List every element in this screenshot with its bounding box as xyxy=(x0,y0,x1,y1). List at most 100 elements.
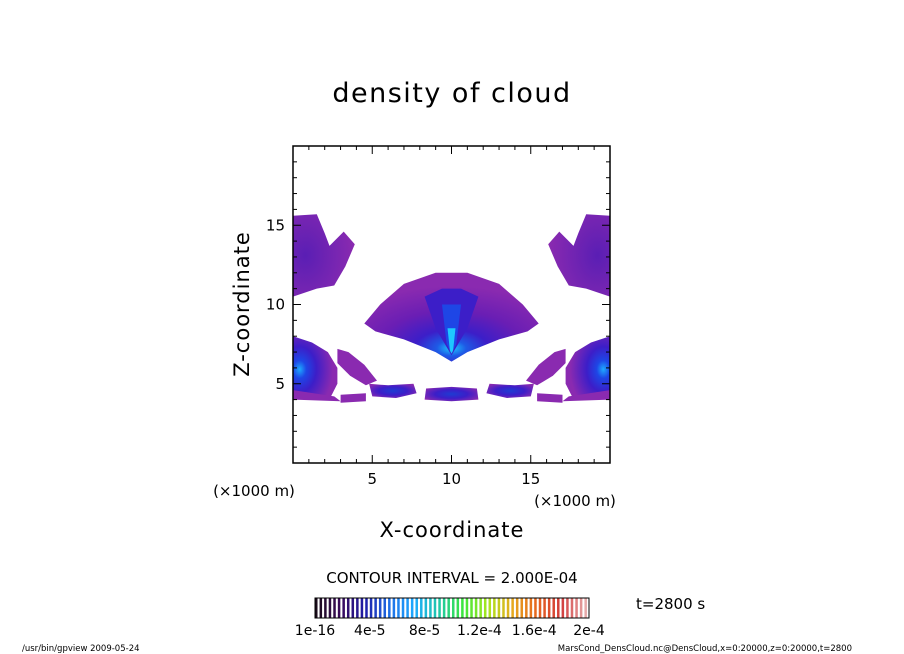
colorbar-swatch xyxy=(315,598,318,618)
colorbar-swatch xyxy=(552,598,555,618)
lower-left-wisp xyxy=(337,348,377,386)
colorbar-swatch xyxy=(456,598,460,618)
time-label: t=2800 s xyxy=(636,595,705,613)
colorbar-swatch xyxy=(497,598,501,618)
colorbar-swatch xyxy=(410,598,414,618)
colorbar xyxy=(315,598,587,618)
colorbar-swatch xyxy=(429,598,432,618)
colorbar-swatch xyxy=(452,598,455,618)
colorbar-swatch xyxy=(324,598,327,618)
colorbar-swatch xyxy=(337,598,341,618)
right-core-region xyxy=(565,336,610,397)
colorbar-swatch xyxy=(442,598,446,618)
colorbar-swatch xyxy=(465,598,469,618)
y-tick-label: 5 xyxy=(275,375,285,393)
colorbar-tick-label: 8e-5 xyxy=(409,623,440,639)
colorbar-swatch xyxy=(342,598,345,618)
colorbar-swatch xyxy=(502,598,505,618)
base-blob-right xyxy=(486,383,534,398)
colorbar-swatch xyxy=(561,598,565,618)
colorbar-swatch xyxy=(579,598,583,618)
colorbar-swatch xyxy=(351,598,355,618)
colorbar-swatch xyxy=(369,598,373,618)
colorbar-swatch xyxy=(424,598,428,618)
colorbar-swatch xyxy=(392,598,396,618)
base-strip-left xyxy=(340,393,366,403)
right-floor-strip xyxy=(562,390,610,402)
colorbar-swatch xyxy=(319,598,323,618)
colorbar-swatch xyxy=(420,598,423,618)
colorbar-swatch xyxy=(333,598,336,618)
colorbar-swatch xyxy=(365,598,368,618)
colorbar-swatch xyxy=(461,598,464,618)
colorbar-swatch xyxy=(538,598,542,618)
colorbar-tick-label: 1e-16 xyxy=(295,623,335,639)
left-core-region xyxy=(293,336,338,397)
colorbar-swatch xyxy=(470,598,473,618)
colorbar-swatch xyxy=(525,598,528,618)
left-floor-strip xyxy=(293,390,341,402)
colorbar-swatch xyxy=(360,598,364,618)
colorbar-swatch xyxy=(383,598,387,618)
colorbar-swatch xyxy=(557,598,560,618)
colorbar-swatch xyxy=(566,598,569,618)
colorbar-tick-label: 4e-5 xyxy=(354,623,385,639)
lower-right-wisp xyxy=(526,348,566,386)
x-axis-label: X-coordinate xyxy=(380,518,525,542)
colorbar-swatch xyxy=(378,598,382,618)
colorbar-swatch xyxy=(388,598,391,618)
colorbar-swatch xyxy=(397,598,400,618)
base-strip-right xyxy=(537,393,563,403)
x-tick-label: 5 xyxy=(367,470,377,488)
colorbar-swatch xyxy=(479,598,482,618)
base-blob-left xyxy=(369,383,417,398)
colorbar-tick-label: 1.2e-4 xyxy=(457,623,502,639)
colorbar-swatch xyxy=(575,598,578,618)
x-tick-label: 10 xyxy=(442,470,461,488)
x-axis: 5 10 15 xyxy=(308,146,595,488)
x-axis-unit-left: (×1000 m) xyxy=(213,482,295,500)
colorbar-swatch xyxy=(520,598,524,618)
colorbar-swatch xyxy=(483,598,487,618)
colorbar-swatch xyxy=(406,598,409,618)
colorbar-swatch xyxy=(493,598,496,618)
colorbar-swatch xyxy=(506,598,510,618)
x-tick-label: 15 xyxy=(521,470,540,488)
y-axis: 5 10 15 xyxy=(266,161,610,448)
colorbar-ticks: 1e-16 4e-5 8e-5 1.2e-4 1.6e-4 2e-4 xyxy=(295,623,605,639)
x-axis-unit-right: (×1000 m) xyxy=(534,492,616,510)
y-tick-label: 15 xyxy=(266,216,285,234)
colorbar-swatch xyxy=(356,598,359,618)
colorbar-tick-label: 1.6e-4 xyxy=(512,623,557,639)
colorbar-swatch xyxy=(488,598,492,618)
y-axis-label: Z-coordinate xyxy=(230,231,254,377)
colorbar-swatch xyxy=(346,598,350,618)
colorbar-swatch xyxy=(328,598,332,618)
colorbar-swatch xyxy=(401,598,405,618)
contour-interval-label: CONTOUR INTERVAL = 2.000E-04 xyxy=(326,569,577,587)
colorbar-swatch xyxy=(515,598,519,618)
colorbar-swatch xyxy=(584,598,587,618)
colorbar-swatch xyxy=(534,598,537,618)
upper-right-region xyxy=(548,214,610,297)
colorbar-swatch xyxy=(543,598,546,618)
colorbar-frame xyxy=(314,597,590,619)
colorbar-swatch xyxy=(474,598,478,618)
y-tick-label: 10 xyxy=(266,296,285,314)
footer-right: MarsCond_DensCloud.nc@DensCloud,x=0:2000… xyxy=(558,644,852,654)
base-blob-center xyxy=(424,386,479,402)
density-field xyxy=(293,214,610,403)
footer-left: /usr/bin/gpview 2009-05-24 xyxy=(22,644,140,654)
colorbar-swatch xyxy=(447,598,450,618)
colorbar-swatch xyxy=(570,598,574,618)
upper-left-region xyxy=(293,214,355,297)
cap-peak-region xyxy=(447,328,456,354)
colorbar-swatch xyxy=(511,598,514,618)
colorbar-tick-label: 2e-4 xyxy=(573,623,605,639)
colorbar-swatch xyxy=(433,598,437,618)
colorbar-swatch xyxy=(529,598,533,618)
colorbar-swatch xyxy=(438,598,441,618)
chart-title: density of cloud xyxy=(332,78,571,109)
colorbar-swatch xyxy=(415,598,418,618)
